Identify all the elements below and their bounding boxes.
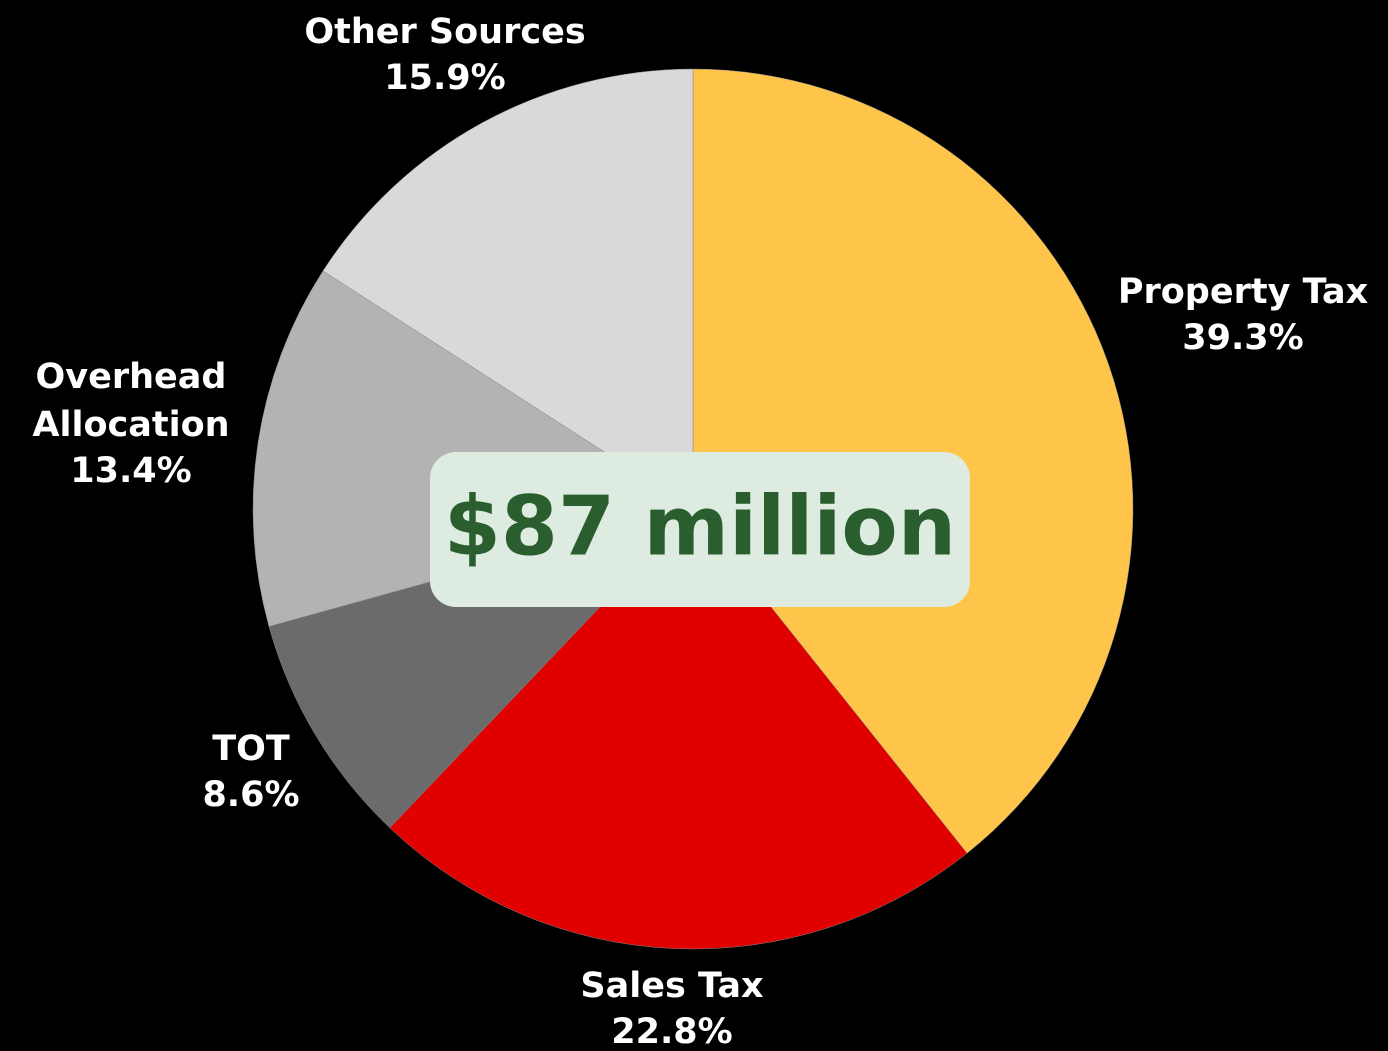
total-box [430, 452, 970, 607]
slice-value-label: 13.4% [70, 451, 191, 491]
slice-value-label: 8.6% [202, 775, 299, 815]
slice-value-label: 15.9% [384, 58, 505, 98]
slice-label: Property Tax [1118, 272, 1369, 312]
labels: Property Tax 39.3% Sales Tax 22.8% TOT 8.6% Ov… [32, 12, 1368, 1051]
slice-label: TOT [212, 729, 290, 769]
total-annotation: $87 million [444, 479, 956, 574]
slice-value-label: 22.8% [611, 1012, 732, 1051]
pie-slice [322, 68, 694, 510]
slice-label: Other Sources [304, 12, 585, 52]
slice-label: Overhead Allocation [32, 357, 229, 445]
slice-value-label: 39.3% [1182, 318, 1303, 358]
pie-slice [389, 508, 968, 950]
slice-label: Sales Tax [580, 966, 764, 1006]
